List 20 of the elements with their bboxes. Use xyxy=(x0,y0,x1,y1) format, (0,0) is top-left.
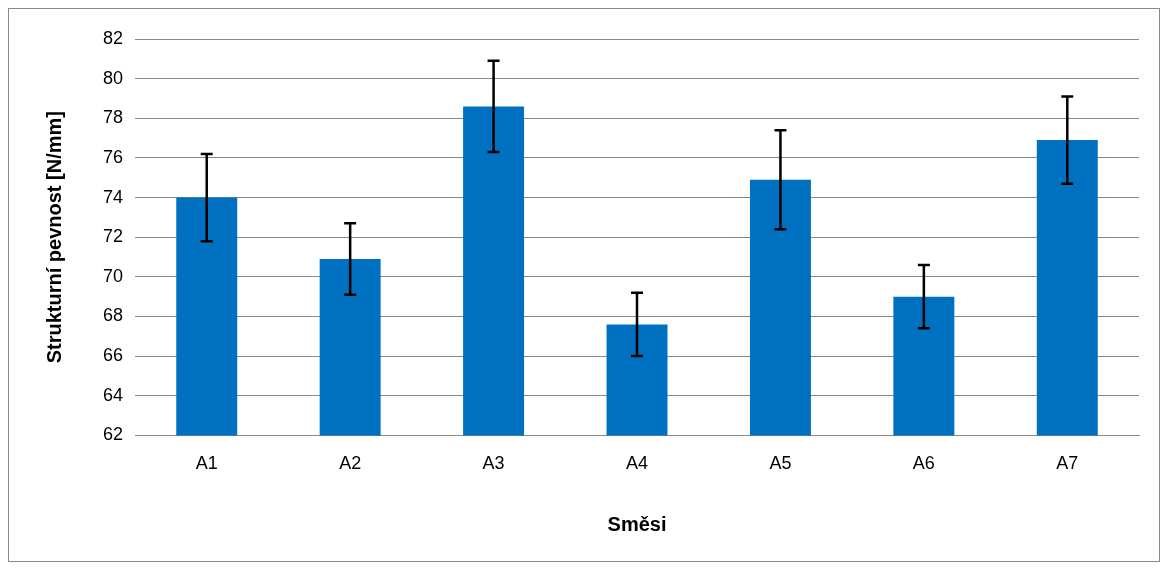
y-tick-label: 80 xyxy=(102,67,124,88)
x-tick-label: A6 xyxy=(912,453,935,474)
y-tick-label: 76 xyxy=(102,146,124,167)
y-tick-label: 72 xyxy=(102,226,124,247)
x-tick-label: A2 xyxy=(339,453,362,474)
y-axis-title: Strukturní pevnost [N/mm] xyxy=(42,111,65,364)
y-tick-label: 74 xyxy=(102,186,124,207)
y-tick-label: 68 xyxy=(102,305,124,326)
x-tick-label: A5 xyxy=(769,453,792,474)
y-tick-label: 82 xyxy=(102,27,124,48)
y-tick-label: 70 xyxy=(102,265,124,286)
x-tick-label: A7 xyxy=(1056,453,1079,474)
y-tick-label: 66 xyxy=(102,345,124,366)
y-tick-label: 64 xyxy=(102,384,124,405)
y-tick-label: 62 xyxy=(102,424,124,445)
x-tick-label: A1 xyxy=(195,453,218,474)
y-tick-label: 78 xyxy=(102,107,124,128)
x-tick-label: A3 xyxy=(482,453,505,474)
x-tick-label: A4 xyxy=(626,453,649,474)
x-axis-title: Směsi xyxy=(607,512,667,535)
